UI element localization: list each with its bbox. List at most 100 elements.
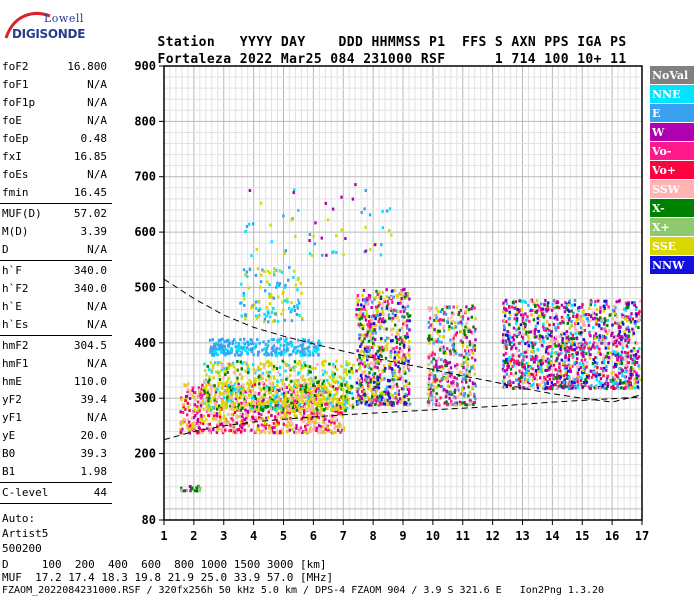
echo-point <box>465 374 468 378</box>
echo-point <box>314 348 317 352</box>
echo-point <box>427 325 431 329</box>
param-name: hmF2 <box>2 339 29 352</box>
echo-point <box>198 388 201 392</box>
echo-point <box>433 313 437 317</box>
echo-point <box>220 422 224 426</box>
echo-point <box>244 273 247 277</box>
echo-point <box>442 351 446 355</box>
echo-point <box>614 351 617 355</box>
echo-point <box>250 406 253 410</box>
echo-point <box>288 266 291 269</box>
echo-point <box>538 318 541 322</box>
echo-point <box>548 368 551 372</box>
echo-point <box>257 365 260 369</box>
echo-point <box>404 320 407 324</box>
echo-point <box>560 358 563 362</box>
legend-label: W <box>651 126 665 139</box>
echo-point <box>356 396 360 400</box>
echo-point <box>552 383 555 387</box>
echo-point <box>519 323 523 327</box>
echo-point <box>282 422 285 426</box>
echo-point <box>366 330 370 334</box>
echo-point <box>259 418 262 422</box>
echo-point <box>544 329 548 333</box>
echo-point <box>306 372 310 376</box>
echo-point <box>364 394 367 398</box>
echo-point <box>565 373 568 377</box>
echo-point <box>232 385 235 388</box>
echo-point <box>587 350 591 354</box>
echo-point <box>265 388 268 392</box>
echo-point <box>400 349 403 353</box>
echo-point <box>255 306 258 310</box>
echo-point <box>454 401 457 405</box>
echo-point <box>396 384 399 388</box>
echo-point <box>259 388 263 392</box>
echo-point <box>398 377 402 381</box>
echo-point <box>454 349 458 353</box>
echo-point <box>387 308 390 312</box>
echo-point <box>376 401 380 405</box>
echo-point <box>185 488 188 492</box>
echo-point <box>280 408 283 412</box>
echo-point <box>321 382 324 386</box>
echo-point <box>540 370 544 374</box>
echo-point <box>524 342 527 346</box>
echo-point <box>433 402 436 406</box>
echo-point <box>545 348 548 352</box>
echo-point <box>322 391 325 395</box>
x-tick-label: 11 <box>456 529 470 543</box>
echo-point <box>358 314 361 318</box>
legend-swatch <box>650 161 694 179</box>
echo-point <box>472 325 475 329</box>
echo-point <box>473 348 476 352</box>
echo-point <box>407 353 411 357</box>
echo-point <box>190 416 193 420</box>
echo-point <box>516 310 519 314</box>
echo-point <box>220 392 223 396</box>
echo-point <box>298 360 301 363</box>
param-value: 20.0 <box>80 429 108 442</box>
hdr-label-pps: PPS <box>544 35 569 50</box>
echo-point <box>526 380 530 384</box>
echo-point <box>565 345 568 349</box>
echo-point <box>379 353 382 357</box>
echo-point <box>587 347 591 351</box>
echo-point <box>335 234 338 238</box>
echo-point <box>378 292 381 296</box>
echo-point <box>527 336 531 340</box>
echo-point <box>272 394 275 397</box>
echo-point <box>527 303 530 307</box>
echo-point <box>563 306 566 309</box>
echo-point <box>469 401 472 405</box>
echo-point <box>357 299 360 302</box>
param-value: N/A <box>87 168 107 181</box>
param-group-heights: h`F 340.0 h`F2 340.0 h`E N/A h`Es N/A <box>0 262 112 334</box>
echo-point <box>565 366 568 370</box>
echo-point <box>363 361 366 365</box>
echo-point <box>502 369 505 373</box>
hdr-label-axn: AXN <box>511 35 537 50</box>
echo-point <box>302 382 306 386</box>
echo-point <box>533 332 536 336</box>
echo-point <box>325 386 328 390</box>
echo-point <box>223 352 226 356</box>
echo-point <box>310 253 314 257</box>
echo-point <box>268 302 272 306</box>
echo-point <box>618 321 621 325</box>
echo-point <box>544 307 548 311</box>
echo-point <box>452 347 455 351</box>
echo-point <box>313 402 316 406</box>
echo-point <box>381 301 384 305</box>
echo-point <box>281 382 284 386</box>
echo-point <box>382 312 385 316</box>
echo-point <box>285 418 289 422</box>
param-row: B0 39.3 <box>0 445 112 463</box>
echo-point <box>613 340 616 344</box>
echo-point <box>616 374 619 378</box>
echo-point <box>308 414 311 418</box>
echo-point <box>465 336 468 339</box>
echo-point <box>427 382 431 386</box>
echo-point <box>252 417 255 421</box>
echo-point <box>223 370 226 374</box>
